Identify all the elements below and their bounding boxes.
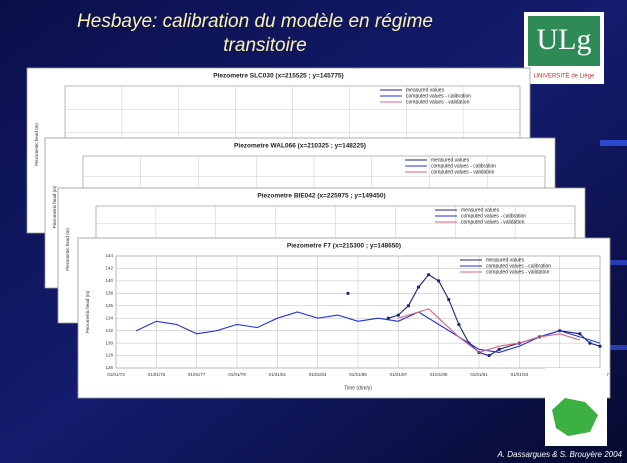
- legend-label: computed values - calibration: [461, 213, 526, 219]
- charts: Piezometre SLC030 (x=215525 ; y=145775) P…: [26, 67, 611, 399]
- logo-bg: [528, 16, 600, 66]
- x-tick-label: 01/01/91: [470, 372, 488, 377]
- marker: [457, 322, 461, 327]
- marker: [578, 332, 582, 336]
- streak: [610, 345, 627, 350]
- marker: [437, 279, 441, 283]
- marker: [386, 316, 390, 320]
- legend-label: computed values - calibration: [486, 263, 551, 269]
- legend-label: measured values: [406, 87, 445, 93]
- chart-title: Piezometre BIE042 (x=225975 ; y=149450): [257, 193, 385, 200]
- y-axis-label: Piezometric head (m): [65, 228, 70, 271]
- x-tick-label: 01/01/87: [390, 372, 408, 377]
- y-tick-label: 136: [105, 303, 113, 308]
- y-tick-label: 138: [105, 291, 113, 296]
- legend-label: measured values: [486, 257, 525, 263]
- streak: [606, 260, 627, 265]
- x-tick-label: 01/01/89: [430, 372, 448, 377]
- legend-label: computed values - validation: [431, 169, 495, 175]
- marker: [426, 273, 431, 277]
- legend-label: computed values - validation: [406, 99, 470, 105]
- x-tick-label: 01/01/79: [228, 372, 246, 377]
- legend-label: computed values - calibration: [431, 163, 496, 169]
- x-tick-label: 01/01/75: [148, 372, 166, 377]
- y-tick-label: 126: [105, 365, 113, 370]
- footer: A. Dassargues & S. Brouyère 2004: [496, 450, 622, 459]
- x-tick-label: 01/01/73: [107, 372, 125, 377]
- marker: [447, 297, 451, 302]
- legend-label: computed values - validation: [486, 269, 550, 275]
- legend-label: computed values - validation: [461, 219, 525, 225]
- marker: [598, 344, 602, 348]
- chart-title: Piezometre SLC030 (x=215525 ; y=145775): [213, 73, 343, 80]
- x-tick-label: 01/01/77: [188, 372, 206, 377]
- map-shape: [552, 398, 598, 436]
- marker: [416, 285, 421, 289]
- y-tick-label: 140: [105, 278, 113, 283]
- legend-label: computed values - calibration: [406, 93, 471, 99]
- series-line: [135, 311, 601, 353]
- y-tick-label: 134: [105, 315, 113, 320]
- x-axis-label: Time (d/m/y): [344, 385, 372, 391]
- marker: [406, 304, 411, 308]
- y-axis-label: Piezometric head (m): [52, 185, 57, 228]
- slide-title: transitoire: [223, 35, 306, 56]
- chart-title: Piezometre WAL066 (x=210325 ; y=148225): [234, 143, 366, 150]
- marker: [346, 291, 350, 295]
- marker: [497, 347, 501, 351]
- y-tick-label: 128: [105, 353, 113, 358]
- logo-text: ULg: [537, 23, 592, 56]
- y-tick-label: 142: [105, 266, 113, 271]
- x-tick-label: 01/01/83: [309, 372, 327, 377]
- x-tick-label: 01/01/81: [269, 372, 287, 377]
- streak: [600, 140, 627, 146]
- y-tick-label: 132: [105, 328, 113, 333]
- series-line: [398, 308, 580, 354]
- marker: [588, 341, 592, 345]
- x-tick-label: 01/01/93: [511, 372, 529, 377]
- y-tick-label: 130: [105, 340, 113, 345]
- logo-caption: UNIVERSITÉ de Liège: [534, 73, 595, 80]
- y-axis-label: Piezometric head (m): [34, 123, 39, 166]
- slide-title: Hesbaye: calibration du modèle en régime: [77, 11, 433, 32]
- x-tick-label: 01/01/85: [349, 372, 367, 377]
- chart-title: Piezometre F7 (x=215300 ; y=148650): [287, 243, 401, 250]
- chart: Piezometre F7 (x=215300 ; y=148650) Piezo…: [77, 237, 611, 399]
- y-tick-label: 144: [105, 253, 113, 258]
- marker: [396, 313, 400, 317]
- legend-label: measured values: [431, 157, 470, 163]
- legend-label: measured values: [461, 207, 500, 213]
- y-axis-label: Piezometric head (m): [85, 290, 90, 333]
- marker: [487, 353, 491, 358]
